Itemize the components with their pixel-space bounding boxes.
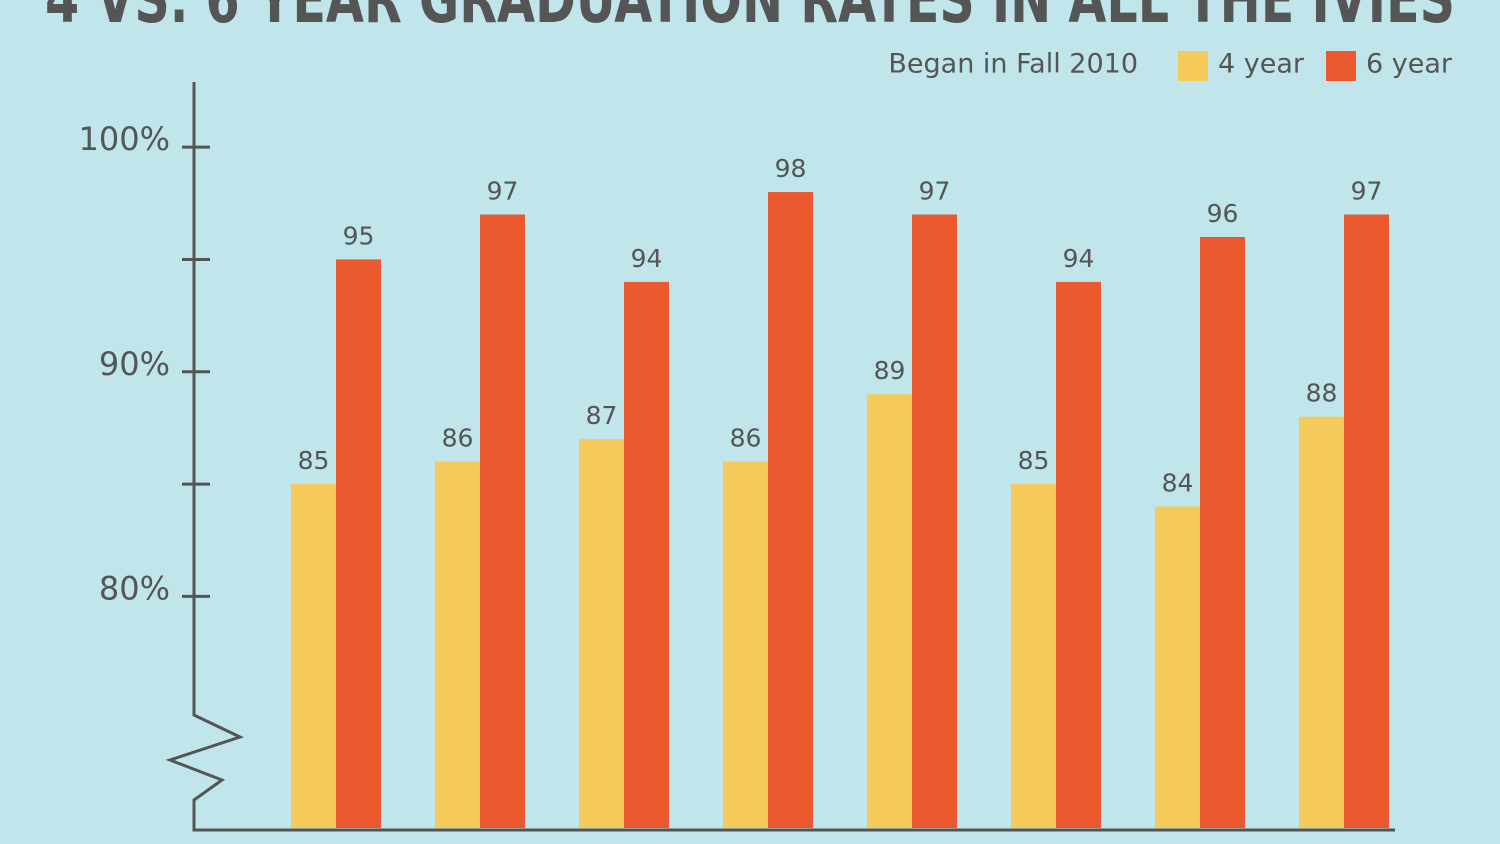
- bar: [1011, 484, 1056, 828]
- axis-lines: [165, 82, 1395, 832]
- chart-title: 4 VS. 6 YEAR GRADUATION RATES IN ALL THE…: [45, 0, 1455, 38]
- value-label: 97: [487, 177, 519, 206]
- value-label: 84: [1162, 469, 1194, 498]
- bar: [1299, 416, 1344, 828]
- value-label: 96: [1207, 199, 1239, 228]
- value-label: 94: [631, 244, 663, 273]
- bar: [1155, 506, 1200, 828]
- chart-subtitle: Began in Fall 2010: [888, 49, 1138, 80]
- legend-label: 6 year: [1366, 49, 1453, 80]
- bar: [579, 439, 624, 828]
- bar: [1200, 236, 1245, 829]
- value-label: 95: [343, 221, 375, 250]
- value-label: 85: [298, 446, 330, 475]
- value-label: 89: [874, 356, 906, 385]
- bar: [1344, 214, 1389, 828]
- value-label: 86: [730, 424, 762, 453]
- bar: [624, 281, 669, 829]
- value-label: 88: [1306, 379, 1338, 408]
- bar: [768, 192, 813, 829]
- y-tick-label: 80%: [99, 569, 170, 607]
- bar: [912, 214, 957, 828]
- value-label: 94: [1063, 244, 1095, 273]
- y-tick-label: 100%: [79, 120, 170, 158]
- value-label: 87: [586, 401, 618, 430]
- bar: [723, 461, 768, 828]
- bar: [291, 484, 336, 828]
- legend-swatch: [1326, 51, 1356, 81]
- y-tick-label: 90%: [99, 345, 170, 383]
- legend-label: 4 year: [1218, 49, 1305, 80]
- bar: [1056, 281, 1101, 829]
- bar: [867, 394, 912, 828]
- bar: [336, 259, 381, 828]
- value-label: 98: [775, 154, 807, 183]
- value-label: 86: [442, 424, 474, 453]
- bar: [435, 461, 480, 828]
- bar: [480, 214, 525, 828]
- value-label: 97: [1351, 177, 1383, 206]
- legend-swatch: [1178, 51, 1208, 81]
- value-label: 97: [919, 177, 951, 206]
- value-label: 85: [1018, 446, 1050, 475]
